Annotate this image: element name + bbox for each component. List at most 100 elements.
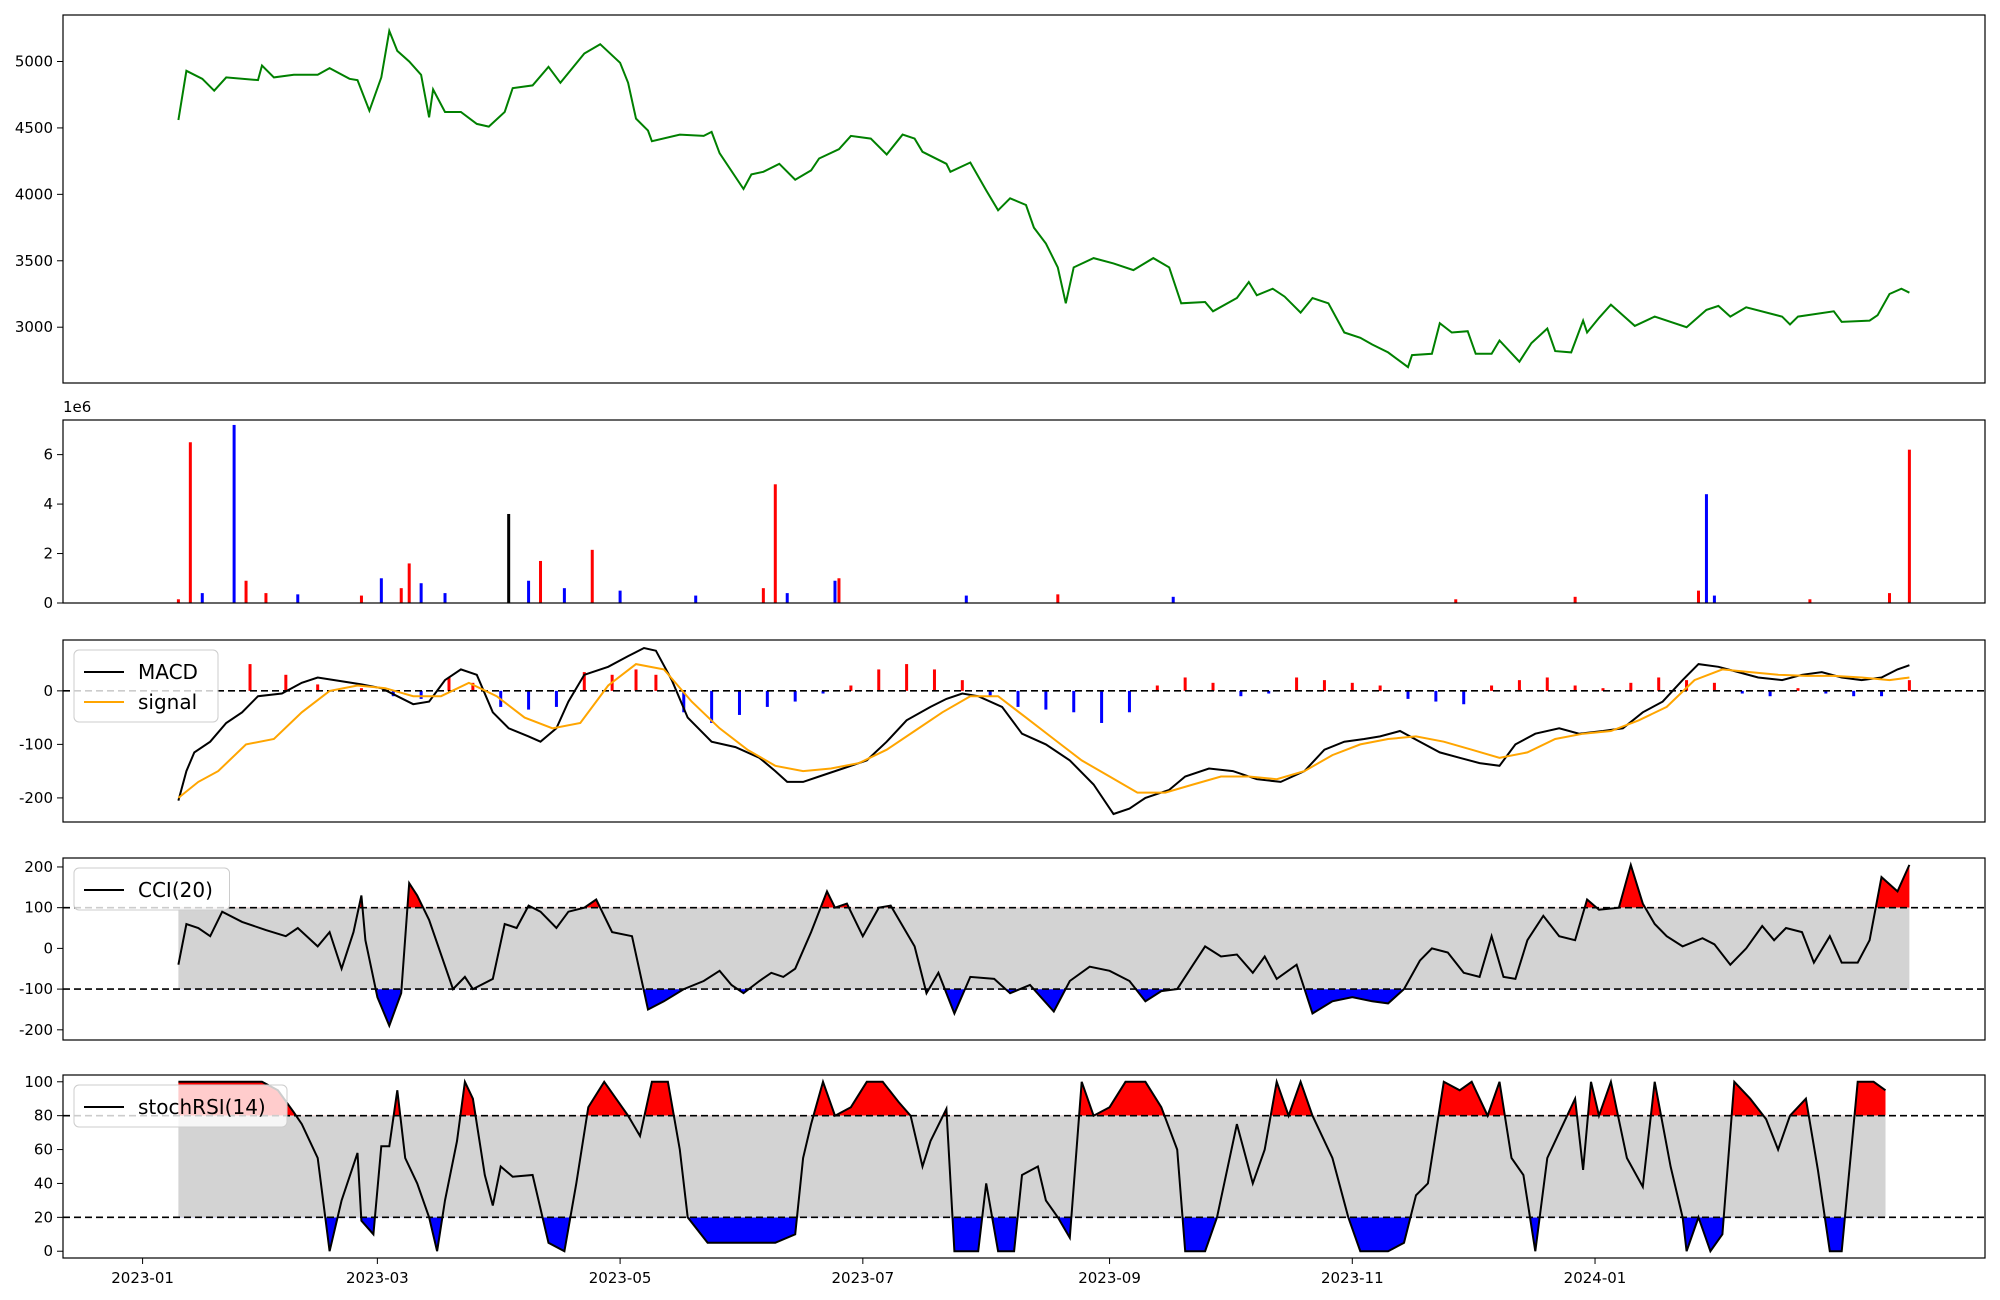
macd-histogram-bar — [932, 669, 936, 691]
stochrsi-ytick-label: 80 — [34, 1107, 53, 1125]
cci-legend-box — [73, 867, 230, 911]
volume-bar — [1907, 449, 1911, 603]
volume-bar — [1171, 596, 1175, 603]
volume-bar — [359, 595, 363, 603]
volume-bar — [507, 513, 511, 603]
macd-histogram-bar — [1712, 682, 1716, 691]
macd-histogram-bar — [316, 684, 320, 691]
macd-histogram-bar — [905, 664, 909, 691]
volume-ytick-label: 2 — [43, 545, 53, 563]
volume-bar — [379, 578, 383, 603]
volume-bar — [562, 588, 566, 603]
volume-bar — [1454, 599, 1458, 603]
volume-bar — [590, 549, 594, 603]
stochrsi-panel-frame — [62, 1074, 1986, 1259]
cci-neutral-band — [178, 907, 1910, 990]
volume-bar — [1808, 599, 1812, 603]
macd-histogram-bar — [988, 690, 992, 697]
cci-legend: CCI(20) — [73, 867, 230, 911]
macd-histogram-bar — [1740, 690, 1744, 694]
volume-bar — [964, 595, 968, 603]
macd-histogram-bar — [1322, 680, 1326, 691]
volume-bar — [296, 594, 300, 603]
volume-bar — [1887, 593, 1891, 603]
macd-histogram-bar — [1434, 690, 1438, 702]
volume-bar — [837, 578, 841, 603]
macd-histogram-bar — [359, 688, 363, 691]
macd-histogram-bar — [1462, 690, 1466, 705]
price-line — [177, 27, 1910, 369]
macd-histogram-bar — [1267, 690, 1271, 694]
macd-histogram-bar — [1044, 690, 1048, 710]
price-panel-frame — [62, 14, 1986, 384]
stochrsi-ytick-label: 20 — [34, 1208, 53, 1226]
macd-histogram-bar — [1127, 690, 1131, 713]
macd-legend-box — [73, 649, 219, 723]
volume-bar — [232, 424, 236, 603]
x-tick-label: 2024-01 — [1564, 1269, 1627, 1287]
cci-ytick-label: 200 — [24, 858, 53, 876]
macd-histogram-bar — [765, 690, 769, 707]
macd-histogram-bar — [1852, 690, 1856, 697]
macd-histogram-bar — [527, 690, 531, 710]
x-tick-label: 2023-09 — [1078, 1269, 1141, 1287]
macd-histogram-bar — [1239, 690, 1243, 697]
stochrsi-ytick-label: 40 — [34, 1174, 53, 1192]
macd-histogram-bar — [821, 690, 825, 694]
macd-histogram-bar — [1545, 677, 1549, 691]
macd-histogram-bar — [960, 680, 964, 691]
stochrsi-legend-label: stochRSI(14) — [138, 1095, 266, 1119]
macd-histogram-bar — [1406, 690, 1410, 699]
cci-panel-frame — [62, 857, 1986, 1041]
stochrsi-ytick-label: 0 — [43, 1242, 53, 1260]
price-ytick-label: 4500 — [15, 119, 53, 137]
volume-bar — [264, 593, 268, 603]
macd-histogram-bar — [1907, 680, 1911, 691]
x-tick-label: 2023-07 — [831, 1269, 894, 1287]
macd-histogram-bar — [849, 685, 853, 691]
macd-histogram-bar — [793, 690, 797, 702]
macd-histogram-bar — [1211, 682, 1215, 691]
volume-bar — [1056, 594, 1060, 603]
volume-bar — [399, 588, 403, 603]
macd-histogram-bar — [1517, 680, 1521, 691]
volume-bar — [618, 590, 622, 603]
macd-panel-frame — [62, 639, 1986, 823]
macd-histogram-bar — [1378, 685, 1382, 691]
volume-ytick-label: 6 — [43, 446, 53, 464]
price-ytick-label: 5000 — [15, 52, 53, 70]
volume-bar — [1704, 494, 1708, 603]
macd-histogram-bar — [471, 682, 475, 691]
macd-histogram-bar — [419, 690, 423, 699]
stochrsi-ytick-label: 60 — [34, 1141, 53, 1159]
macd-legend: MACD signal — [73, 649, 219, 723]
volume-bar — [407, 563, 411, 603]
cci-oversold-fill — [375, 989, 1404, 1026]
macd-histogram-bar — [1350, 682, 1354, 691]
cci-legend-label: CCI(20) — [138, 878, 213, 902]
macd-histogram-bar — [1155, 685, 1159, 691]
macd-histogram-bar — [1796, 688, 1800, 691]
volume-exponent: 1e6 — [63, 398, 91, 416]
volume-bar — [539, 560, 543, 603]
macd-histogram-bar — [1016, 690, 1020, 707]
volume-bar — [1573, 596, 1577, 603]
volume-bar — [188, 442, 192, 603]
volume-bar — [785, 593, 789, 603]
macd-histogram-bar — [1685, 680, 1689, 691]
price-ytick-label: 3000 — [15, 318, 53, 336]
macd-histogram-bar — [248, 664, 252, 691]
stochrsi-oversold-fill — [325, 1217, 1845, 1252]
volume-ytick-label: 4 — [43, 495, 53, 513]
macd-histogram-bar — [1629, 682, 1633, 691]
cci-ytick-label: 0 — [43, 939, 53, 957]
macd-histogram-bar — [682, 690, 686, 713]
macd-histogram-bar — [1490, 685, 1494, 691]
cci-ytick-label: -100 — [19, 980, 53, 998]
x-tick-label: 2023-01 — [111, 1269, 174, 1287]
volume-bar — [694, 595, 698, 603]
macd-histogram-bar — [1824, 690, 1828, 694]
macd-histogram-bar — [1100, 690, 1104, 723]
price-ytick-label: 3500 — [15, 252, 53, 270]
macd-ytick-label: 0 — [43, 682, 53, 700]
